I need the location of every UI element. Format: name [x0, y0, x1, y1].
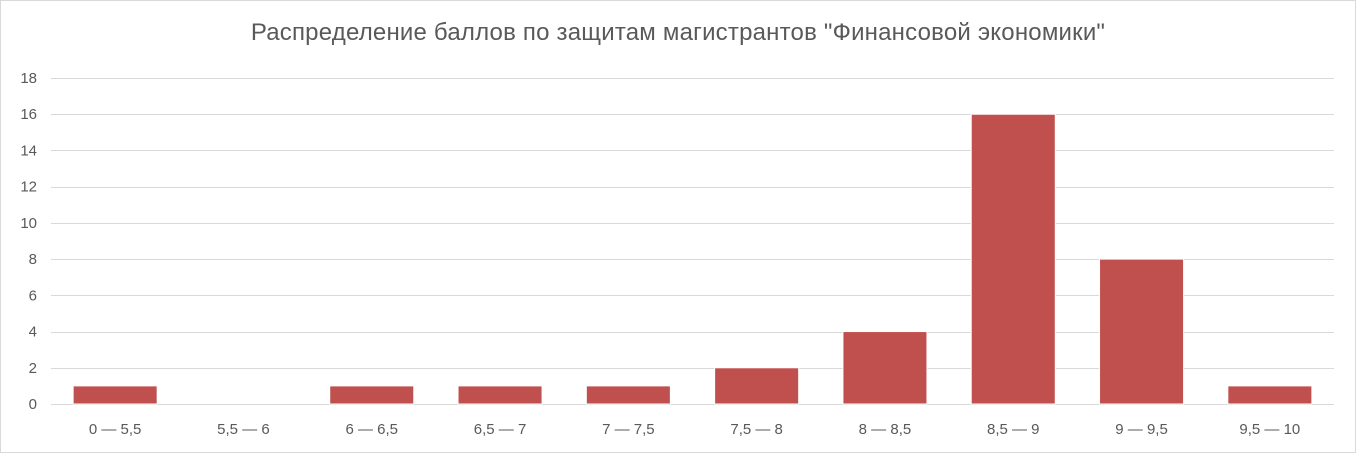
y-tick-label: 10 — [20, 215, 37, 232]
bar — [1227, 385, 1313, 405]
y-tick-label: 2 — [29, 360, 37, 377]
x-tick-label: 5,5 — 6 — [217, 421, 270, 438]
bar — [1099, 258, 1185, 405]
y-tick-label: 6 — [29, 287, 37, 304]
bars — [72, 113, 1313, 405]
x-tick-label: 6 — 6,5 — [345, 421, 398, 438]
x-tick-label: 7 — 7,5 — [602, 421, 655, 438]
y-tick-label: 8 — [29, 251, 37, 268]
chart-title: Распределение баллов по защитам магистра… — [250, 19, 1106, 46]
bar — [585, 385, 671, 405]
x-tick-label: 8,5 — 9 — [987, 421, 1040, 438]
bar — [842, 331, 928, 405]
bar — [970, 113, 1056, 405]
bar — [329, 385, 415, 405]
x-axis-tick-labels: 0 — 5,5 5,5 — 6 6 — 6,5 6,5 — 7 7 — 7,5 7,5 —… — [89, 421, 1300, 438]
y-tick-label: 14 — [20, 142, 37, 159]
y-axis-tick-labels: 0 2 4 6 8 10 12 14 16 18 — [20, 70, 37, 413]
x-tick-label: 6,5 — 7 — [474, 421, 527, 438]
y-tick-label: 16 — [20, 106, 37, 123]
bar — [457, 385, 543, 405]
x-tick-label: 9 — 9,5 — [1115, 421, 1168, 438]
x-tick-label: 7,5 — 8 — [730, 421, 783, 438]
x-tick-label: 0 — 5,5 — [89, 421, 142, 438]
y-tick-label: 12 — [20, 179, 37, 196]
x-tick-label: 8 — 8,5 — [859, 421, 912, 438]
bar — [714, 367, 800, 405]
gridlines — [51, 78, 1334, 405]
y-tick-label: 18 — [20, 70, 37, 87]
bar — [72, 385, 158, 405]
x-tick-label: 9,5 — 10 — [1239, 421, 1300, 438]
y-tick-label: 0 — [29, 396, 37, 413]
y-tick-label: 4 — [29, 324, 37, 341]
